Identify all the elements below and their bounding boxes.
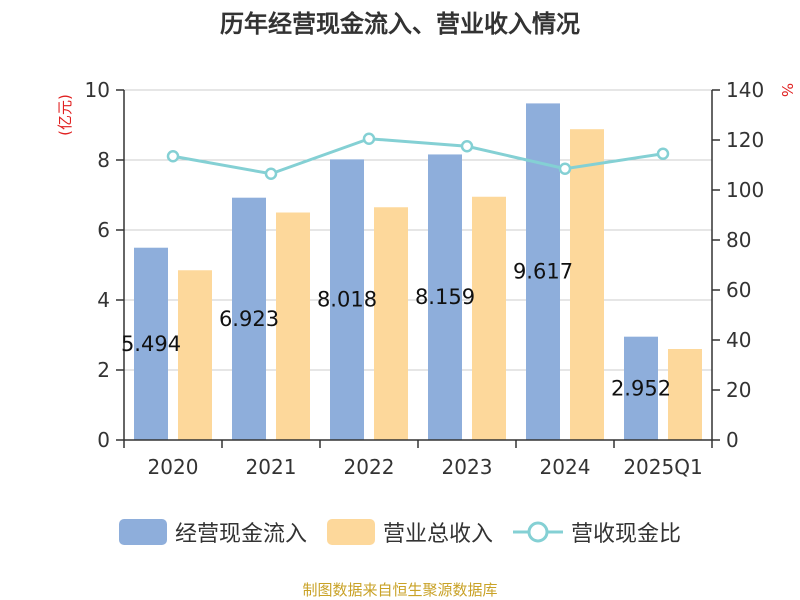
y-left-tick-label: 6	[97, 218, 110, 242]
legend-item-ratio[interactable]: 营收现金比	[513, 516, 681, 548]
y-left-axis-title: (亿元)	[56, 94, 74, 136]
y-left-tick-label: 2	[97, 358, 110, 382]
point-ratio	[362, 132, 376, 145]
bar-cash-inflow	[330, 159, 364, 440]
bar-revenue	[472, 196, 506, 440]
y-right-tick-label: 120	[726, 128, 764, 152]
bar-revenue	[668, 349, 702, 440]
y-left-tick-label: 0	[97, 428, 110, 452]
x-tick-label: 2022	[344, 455, 395, 479]
data-label-cash-inflow: 5.494	[121, 332, 181, 356]
point-ratio	[264, 167, 278, 180]
bar-revenue	[570, 129, 604, 440]
legend-label-revenue: 营业总收入	[382, 522, 493, 547]
x-tick-label: 2020	[148, 455, 199, 479]
point-ratio	[460, 140, 474, 153]
y-left-tick-label: 4	[97, 288, 110, 312]
legend-label-ratio: 营收现金比	[571, 522, 682, 547]
data-label-cash-inflow: 2.952	[611, 376, 671, 400]
legend-item-revenue[interactable]: 营业总收入	[326, 516, 493, 548]
y-right-tick-label: 40	[726, 328, 751, 352]
y-right-axis-title: %	[778, 83, 796, 97]
x-tick-label: 2025Q1	[623, 455, 702, 479]
bar-revenue	[178, 270, 212, 440]
data-label-cash-inflow: 8.159	[415, 285, 475, 309]
bar-cash-inflow	[232, 197, 266, 440]
legend-swatch-revenue	[326, 519, 375, 545]
bar-cash-inflow	[526, 103, 560, 440]
y-right-tick-label: 80	[726, 228, 751, 252]
line-ratio	[172, 137, 664, 176]
data-label-cash-inflow: 6.923	[219, 307, 279, 331]
legend-line-marker-icon	[513, 521, 563, 543]
bar-cash-inflow	[134, 247, 168, 440]
data-label-cash-inflow: 8.018	[317, 288, 377, 312]
point-ratio	[656, 147, 670, 160]
legend-swatch-cash-inflow	[118, 519, 167, 545]
point-ratio	[166, 150, 180, 163]
y-left-tick-label: 10	[85, 78, 110, 102]
bar-cash-inflow	[428, 154, 462, 440]
y-right-tick-label: 20	[726, 378, 751, 402]
y-left-tick-label: 8	[97, 148, 110, 172]
point-ratio	[558, 162, 572, 175]
source-note: 制图数据来自恒生聚源数据库	[302, 581, 498, 599]
x-tick-label: 2024	[540, 455, 591, 479]
y-right-tick-label: 140	[726, 78, 764, 102]
data-label-cash-inflow: 9.617	[513, 260, 573, 284]
x-tick-label: 2023	[442, 455, 493, 479]
y-right-tick-label: 100	[726, 178, 764, 202]
legend: 经营现金流入 营业总收入 营收现金比	[0, 516, 800, 548]
y-right-tick-label: 60	[726, 278, 751, 302]
bar-cash-inflow	[624, 336, 658, 440]
y-right-tick-label: 0	[726, 428, 739, 452]
bar-revenue	[276, 212, 310, 440]
legend-item-cash-inflow[interactable]: 经营现金流入	[118, 516, 307, 548]
chart-title: 历年经营现金流入、营业收入情况	[220, 10, 580, 38]
x-tick-label: 2021	[246, 455, 297, 479]
legend-label-cash-inflow: 经营现金流入	[174, 522, 307, 547]
bar-revenue	[374, 207, 408, 440]
